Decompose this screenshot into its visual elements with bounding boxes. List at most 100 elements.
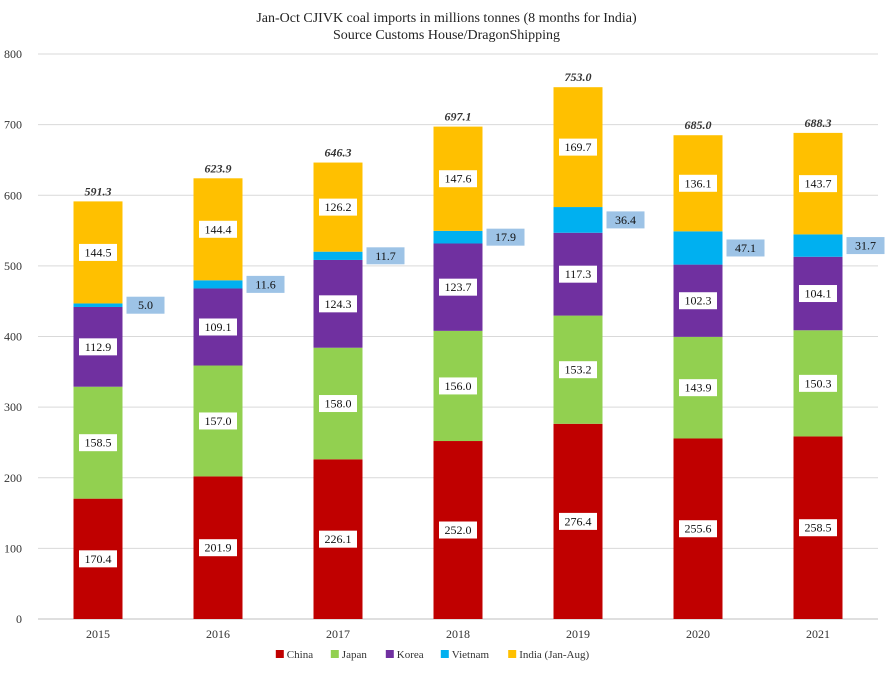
- data-label: 258.5: [805, 521, 832, 535]
- data-label: 158.5: [85, 436, 112, 450]
- data-label: 252.0: [445, 523, 472, 537]
- data-label: 144.4: [205, 222, 232, 236]
- legend-swatch: [330, 650, 339, 658]
- data-label: 226.1: [325, 532, 352, 546]
- data-label: 17.9: [495, 230, 516, 244]
- total-label: 623.9: [205, 161, 232, 175]
- total-label: 685.0: [685, 118, 712, 132]
- data-label: 150.3: [805, 376, 832, 390]
- data-label: 136.1: [685, 176, 712, 190]
- data-label: 157.0: [205, 414, 232, 428]
- x-tick-label: 2017: [326, 627, 350, 641]
- data-label: 156.0: [445, 379, 472, 393]
- data-label: 153.2: [565, 363, 592, 377]
- bar-segment-vietnam: [793, 234, 843, 257]
- data-label-box: [199, 539, 237, 557]
- data-label-box: [319, 395, 357, 413]
- data-label: 143.9: [685, 381, 712, 395]
- data-label-box: [319, 530, 357, 548]
- data-label-box: [799, 285, 837, 303]
- legend-swatch: [385, 650, 394, 658]
- total-label: 753.0: [565, 70, 592, 84]
- data-label: 109.1: [205, 320, 232, 334]
- y-tick-label: 0: [16, 612, 22, 626]
- data-label: 143.7: [805, 177, 832, 191]
- data-label: 144.5: [85, 245, 112, 259]
- data-label-box: [679, 520, 717, 538]
- data-label-box: [79, 338, 117, 356]
- data-label-box: [559, 361, 597, 379]
- x-tick-label: 2019: [566, 627, 590, 641]
- chart-title: Jan-Oct CJIVK coal imports in millions t…: [256, 11, 637, 26]
- legend-label: India (Jan-Aug): [519, 649, 589, 661]
- data-label-box: [439, 377, 477, 395]
- y-tick-label: 600: [4, 188, 22, 202]
- data-label-box: [79, 550, 117, 568]
- data-label-box: [79, 243, 117, 261]
- data-label-box: [319, 198, 357, 216]
- data-label-box: [606, 211, 645, 229]
- x-tick-label: 2021: [806, 627, 830, 641]
- y-tick-label: 200: [4, 471, 22, 485]
- data-label-box: [126, 296, 165, 314]
- data-label: 31.7: [855, 239, 876, 253]
- data-label: 117.3: [565, 267, 592, 281]
- data-label: 102.3: [685, 294, 712, 308]
- data-label-box: [319, 295, 357, 313]
- x-tick-label: 2015: [86, 627, 110, 641]
- bar-segment-vietnam: [313, 251, 363, 260]
- bar-segment-vietnam: [673, 231, 723, 265]
- data-label: 123.7: [445, 280, 472, 294]
- data-label: 11.7: [375, 249, 396, 263]
- y-tick-label: 400: [4, 330, 22, 344]
- bar-segment-vietnam: [193, 280, 243, 289]
- bar-segment-vietnam: [553, 207, 603, 233]
- data-label-box: [486, 228, 525, 246]
- legend-label: China: [287, 649, 313, 661]
- data-label: 201.9: [205, 541, 232, 555]
- data-label: 104.1: [805, 287, 832, 301]
- data-label-box: [679, 379, 717, 397]
- data-label: 5.0: [138, 298, 153, 312]
- legend-label: Vietnam: [452, 649, 490, 661]
- data-label: 255.6: [685, 522, 712, 536]
- data-label-box: [799, 175, 837, 193]
- y-tick-label: 700: [4, 118, 22, 132]
- data-label-box: [679, 292, 717, 310]
- data-label-box: [559, 265, 597, 283]
- y-tick-label: 100: [4, 541, 22, 555]
- bar-segment-vietnam: [433, 230, 483, 244]
- total-label: 697.1: [445, 110, 472, 124]
- data-label-box: [439, 278, 477, 296]
- legend-swatch: [275, 650, 284, 658]
- data-label-box: [439, 170, 477, 188]
- data-label: 170.4: [85, 552, 112, 566]
- x-tick-label: 2020: [686, 627, 710, 641]
- data-label: 169.7: [565, 140, 592, 154]
- legend-label: Japan: [342, 649, 368, 661]
- data-label-box: [199, 412, 237, 430]
- data-label-box: [846, 237, 885, 255]
- data-label: 11.6: [255, 277, 276, 291]
- data-label-box: [199, 220, 237, 238]
- legend-swatch: [508, 650, 517, 658]
- data-label: 276.4: [565, 514, 592, 528]
- legend-label: Korea: [397, 649, 424, 661]
- data-label-box: [559, 138, 597, 156]
- chart-subtitle: Source Customs House/DragonShipping: [332, 28, 561, 43]
- data-label-box: [726, 239, 765, 257]
- data-label-box: [79, 434, 117, 452]
- data-label-box: [799, 519, 837, 537]
- data-label-box: [559, 512, 597, 530]
- y-tick-label: 300: [4, 400, 22, 414]
- y-tick-label: 800: [4, 47, 22, 61]
- data-label-box: [246, 275, 285, 293]
- total-label: 646.3: [325, 146, 352, 160]
- y-tick-label: 500: [4, 259, 22, 273]
- total-label: 591.3: [85, 184, 112, 198]
- data-label: 36.4: [615, 213, 636, 227]
- x-tick-label: 2018: [446, 627, 470, 641]
- data-label: 112.9: [85, 340, 112, 354]
